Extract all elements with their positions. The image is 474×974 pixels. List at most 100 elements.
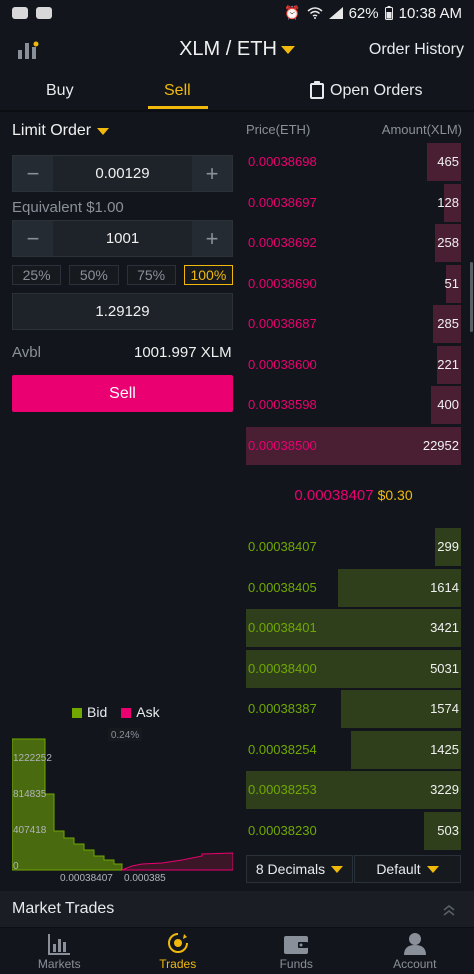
depth-chart[interactable]: 0.24% 1222252 814835 407418 0 0.00038407…	[12, 726, 233, 886]
chevron-down-icon	[280, 45, 295, 54]
clock: 10:38 AM	[398, 4, 462, 22]
bid-price: 0.00038407	[248, 539, 317, 554]
bid-row[interactable]: 0.00038387 1574	[246, 690, 461, 728]
chart-icon[interactable]	[16, 40, 40, 60]
nav-funds[interactable]: Funds	[237, 928, 356, 974]
pct-75-button[interactable]: 75%	[126, 265, 176, 285]
bid-row[interactable]: 0.00038405 1614	[246, 568, 461, 607]
ask-amount: 285	[437, 316, 459, 331]
markets-icon	[48, 934, 71, 955]
ask-price: 0.00038697	[248, 194, 317, 210]
view-mode-selector[interactable]: Default	[354, 855, 461, 883]
legend-ask: Ask	[121, 704, 160, 720]
nav-trades-label: Trades	[159, 957, 197, 971]
amount-decrement-button[interactable]: −	[13, 221, 53, 256]
pct-50-button[interactable]: 50%	[69, 265, 119, 285]
trades-icon	[167, 932, 189, 953]
ask-row[interactable]: 0.00038598 400	[246, 386, 461, 424]
amount-increment-button[interactable]: +	[192, 221, 232, 256]
orderbook-price-header: Price(ETH)	[246, 122, 311, 137]
bid-depth-bar	[246, 771, 461, 809]
bid-price: 0.00038254	[248, 741, 317, 757]
ask-row[interactable]: 0.00038692 258	[246, 224, 461, 262]
bottom-nav: Markets Trades Funds Account	[0, 927, 474, 974]
bid-row[interactable]: 0.00038400 5031	[246, 649, 461, 688]
battery-icon	[384, 6, 393, 20]
amount-stepper: − 1001 +	[12, 220, 233, 257]
ask-price: 0.00038692	[248, 235, 317, 250]
ask-price: 0.00038598	[248, 397, 317, 412]
bid-amount: 1574	[430, 701, 459, 716]
price-increment-button[interactable]: +	[192, 156, 232, 191]
available-value: 1001.997 XLM	[134, 344, 232, 361]
bid-amount: 1425	[430, 741, 459, 757]
tab-buy[interactable]: Buy	[46, 82, 74, 99]
ask-depth-bar	[246, 426, 461, 465]
ask-price: 0.00038698	[248, 154, 317, 169]
bid-amount: 1614	[430, 579, 459, 595]
account-icon	[403, 933, 426, 955]
decimals-selector[interactable]: 8 Decimals	[246, 855, 353, 883]
bid-price: 0.00038253	[248, 782, 317, 797]
nav-funds-label: Funds	[279, 957, 313, 971]
header: XLM / ETH Order History	[0, 26, 474, 74]
sell-button[interactable]: Sell	[12, 375, 233, 412]
pair-selector[interactable]: XLM / ETH	[0, 38, 474, 61]
chevron-up-icon[interactable]	[442, 903, 456, 917]
ask-row[interactable]: 0.00038500 22952	[246, 426, 461, 465]
tab-open-orders-label: Open Orders	[330, 82, 423, 99]
tab-open-orders[interactable]: Open Orders	[310, 81, 423, 100]
view-mode-label: Default	[376, 861, 421, 877]
price-decrement-button[interactable]: −	[13, 156, 53, 191]
wifi-icon	[307, 7, 323, 19]
ask-depth-area	[121, 852, 233, 871]
bid-row[interactable]: 0.00038254 1425	[246, 730, 461, 769]
pct-25-button[interactable]: 25%	[12, 265, 62, 285]
y-tick-label: 1222252	[13, 753, 52, 764]
price-stepper: − 0.00129 +	[12, 155, 233, 192]
ask-row[interactable]: 0.00038698 465	[246, 143, 461, 181]
ask-depth-bar	[435, 224, 461, 262]
amount-input[interactable]: 1001	[105, 230, 140, 247]
bid-depth-bar	[435, 528, 461, 566]
scrollbar[interactable]	[470, 262, 473, 332]
bid-row[interactable]: 0.00038253 3229	[246, 771, 461, 809]
spread-label: 0.24%	[111, 730, 139, 741]
bid-row[interactable]: 0.00038401 3421	[246, 609, 461, 647]
total-field[interactable]: 1.29129	[12, 293, 233, 330]
price-input[interactable]: 0.00129	[95, 165, 150, 182]
nav-account[interactable]: Account	[356, 928, 474, 974]
order-type-selector[interactable]: Limit Order	[12, 122, 110, 140]
tab-sell[interactable]: Sell	[164, 82, 191, 99]
nav-markets[interactable]: Markets	[0, 928, 119, 974]
bid-row[interactable]: 0.00038230 503	[246, 811, 461, 850]
bid-amount: 5031	[430, 660, 459, 676]
bid-amount: 503	[437, 822, 459, 838]
y-tick-label: 407418	[13, 825, 47, 836]
last-price-value: 0.00038407	[294, 487, 374, 504]
market-trades-panel[interactable]: Market Trades	[0, 891, 474, 927]
chevron-down-icon	[426, 865, 439, 873]
ask-price: 0.00038500	[248, 437, 317, 453]
notification-icon	[12, 7, 28, 19]
ask-price: 0.00038687	[248, 316, 317, 331]
ask-row[interactable]: 0.00038697 128	[246, 183, 461, 222]
ask-depth-bar	[430, 386, 461, 424]
ask-row[interactable]: 0.00038687 285	[246, 305, 461, 343]
bid-depth-bar	[246, 649, 461, 688]
y-tick-label: 0	[13, 861, 19, 872]
notification-icon	[36, 7, 52, 19]
bid-depth-bar	[246, 609, 461, 647]
market-trades-label: Market Trades	[12, 900, 115, 917]
wallet-icon	[284, 936, 309, 954]
ask-row[interactable]: 0.00038600 221	[246, 345, 461, 384]
order-history-link[interactable]: Order History	[368, 41, 464, 58]
bid-row[interactable]: 0.00038407 299	[246, 528, 461, 566]
nav-trades[interactable]: Trades	[119, 928, 238, 974]
pct-100-button[interactable]: 100%	[183, 265, 233, 285]
ask-depth-bar	[437, 345, 461, 384]
ask-row[interactable]: 0.00038690 51	[246, 264, 461, 303]
bid-price: 0.00038387	[248, 701, 317, 716]
ask-amount: 258	[437, 235, 459, 250]
bid-depth-bar	[351, 730, 461, 769]
